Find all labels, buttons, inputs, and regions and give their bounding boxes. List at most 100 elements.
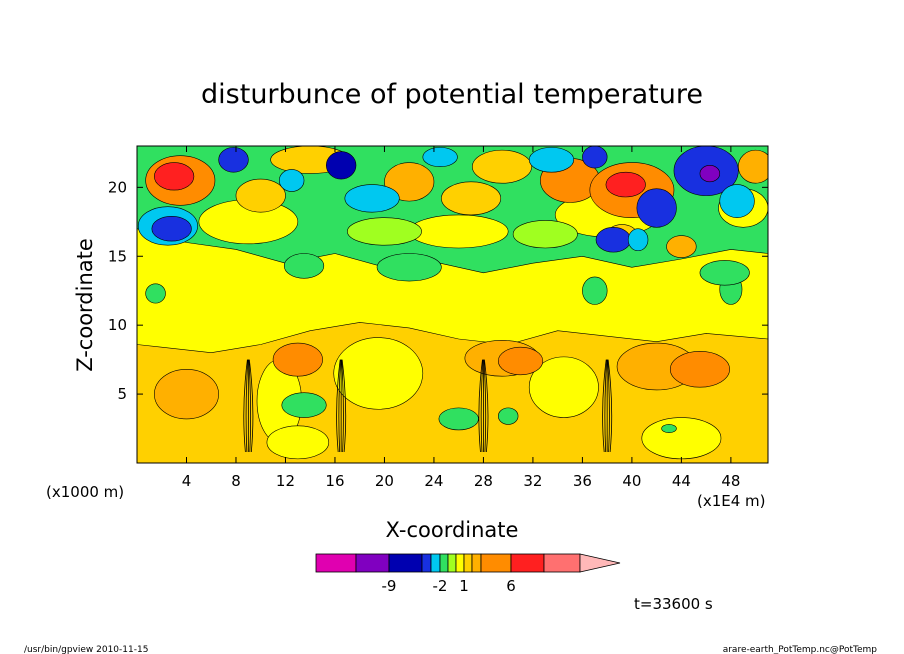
contour-region (636, 188, 677, 228)
plume-contour (480, 359, 484, 452)
contour-region (666, 235, 697, 258)
x-units-label: (x1E4 m) (697, 492, 766, 510)
plume-contour (607, 359, 610, 452)
plume-contour (484, 359, 489, 453)
y-units-label: (x1000 m) (46, 483, 124, 501)
contour-region (344, 184, 400, 213)
contour-region (272, 342, 323, 377)
contour-region (669, 351, 730, 388)
contour-region (218, 147, 249, 173)
contour-region (582, 146, 608, 169)
x-tick-label: 44 (672, 472, 691, 490)
contour-region (422, 147, 458, 167)
contour-region (512, 220, 578, 249)
colorbar-swatch (543, 553, 581, 573)
contour-region (333, 337, 424, 410)
plume-contour (248, 359, 252, 452)
contour-region (408, 214, 509, 249)
colorbar-swatch (388, 553, 423, 573)
contour-region (441, 181, 502, 216)
colorbar-swatch (463, 553, 473, 573)
contour-region (154, 368, 219, 420)
x-axis: 4 8 12 16 20 24 28 32 36 40 44 48 (182, 146, 740, 490)
plume-contour (341, 359, 347, 453)
plume-contour (248, 359, 254, 453)
x-tick-label: 12 (276, 472, 295, 490)
contour-region (661, 424, 677, 433)
x-tick-label: 48 (721, 472, 740, 490)
colorbar-swatch (421, 553, 432, 573)
contour-field (137, 146, 768, 463)
plume-contour (243, 359, 248, 453)
contour-region (384, 162, 435, 202)
contour-region (699, 164, 721, 183)
colorbar-swatch (471, 553, 482, 573)
colorbar-swatch (355, 553, 390, 573)
x-tick-label: 4 (182, 472, 192, 490)
colorbar-swatch (439, 553, 449, 573)
colorbar-overflow-arrow (579, 553, 621, 573)
plume-contour (245, 359, 249, 452)
contour-region (595, 227, 631, 253)
contour-region (347, 217, 422, 246)
plume-contour (341, 359, 344, 452)
contour-region (699, 260, 750, 286)
colorbar-swatch (480, 553, 512, 573)
plume-contour (604, 359, 608, 452)
colorbar-swatch (455, 553, 465, 573)
contour-region (528, 147, 575, 173)
contour-region (738, 149, 768, 184)
time-label: t=33600 s (634, 595, 713, 613)
x-axis-title: X-coordinate (386, 518, 519, 542)
y-tick-label: 10 (108, 316, 127, 334)
x-tick-label: 36 (573, 472, 592, 490)
plume-contour (338, 359, 342, 452)
contour-region (278, 169, 305, 192)
plume-contour (607, 359, 613, 453)
colorbar-swatch (447, 553, 457, 573)
colorbar-label: 1 (459, 577, 469, 595)
plume-contour (336, 359, 341, 453)
contour-region (145, 283, 166, 304)
convective-spikes (243, 359, 613, 453)
y-tick-label: 20 (108, 178, 127, 196)
contour-region (281, 392, 327, 418)
plot-area (136, 145, 769, 464)
y-tick-label: 5 (117, 385, 127, 403)
contour-region (528, 356, 599, 418)
footer-right: arare-earth_PotTemp.nc@PotTemp (723, 645, 878, 654)
colorbar-label: -9 (382, 577, 397, 595)
x-tick-label: 32 (523, 472, 542, 490)
y-tick-label: 15 (108, 247, 127, 265)
x-tick-label: 8 (231, 472, 241, 490)
contour-region (326, 151, 357, 180)
colorbar-label: 6 (506, 577, 516, 595)
plume-contour (602, 359, 607, 453)
contour-region (627, 228, 649, 252)
contour-region (154, 162, 195, 191)
x-tick-label: 28 (474, 472, 493, 490)
contour-region (497, 346, 544, 376)
contour-region (471, 149, 532, 184)
contour-region (438, 407, 479, 431)
contour-region (497, 407, 519, 425)
y-axis-title: Z-coordinate (73, 238, 97, 372)
x-tick-label: 20 (375, 472, 394, 490)
contour-region (641, 417, 722, 460)
plot-frame (136, 145, 769, 464)
contour-region (235, 178, 286, 213)
contour-region (605, 171, 646, 198)
y-axis: 5 10 15 20 (108, 178, 768, 403)
colorbar-swatch (510, 553, 545, 573)
contour-region (151, 215, 192, 242)
chart-title: disturbunce of potential temperature (201, 79, 703, 110)
contour-region (376, 253, 442, 282)
colorbar-swatch (430, 553, 441, 573)
colorbar-label: -2 (433, 577, 448, 595)
x-tick-label: 16 (325, 472, 344, 490)
contour-region (283, 253, 325, 279)
x-tick-label: 40 (622, 472, 641, 490)
contour-region (266, 425, 330, 460)
plume-contour (478, 359, 483, 453)
